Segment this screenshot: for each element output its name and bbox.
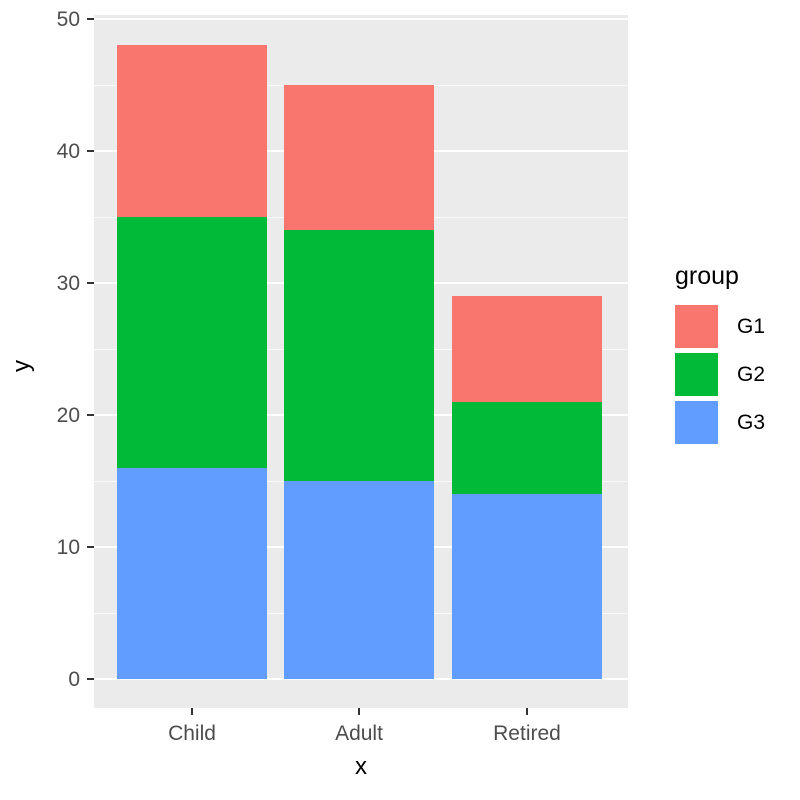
x-tick-mark [191, 708, 193, 715]
legend-entry-G2: G2 [663, 353, 798, 396]
legend-title: group [675, 262, 739, 290]
x-tick-label-child: Child [168, 722, 216, 745]
x-axis-title: x [355, 753, 367, 780]
bar-segment-G3-Retired [452, 494, 602, 679]
y-tick-mark [87, 18, 94, 20]
y-tick-label: 50 [56, 8, 80, 31]
x-tick-mark [526, 708, 528, 715]
y-tick-mark [87, 282, 94, 284]
y-tick-label: 10 [56, 536, 80, 559]
bar-segment-G1-Adult [284, 85, 434, 231]
bar-segment-G3-Child [117, 467, 267, 679]
legend-swatch-G3 [675, 401, 718, 444]
bar-segment-G2-Retired [452, 401, 602, 495]
legend-swatch-G2 [675, 353, 718, 396]
y-tick-label: 20 [56, 404, 80, 427]
x-tick-label-retired: Retired [493, 722, 561, 745]
x-tick-mark [358, 708, 360, 715]
y-tick-label: 0 [68, 668, 80, 691]
y-tick-mark [87, 546, 94, 548]
y-axis-title: y [8, 360, 35, 372]
legend-entry-G1: G1 [663, 305, 798, 348]
bar-segment-G2-Adult [284, 230, 434, 481]
legend-label-G1: G1 [737, 314, 766, 338]
legend-entries: G1 G2 G3 [663, 305, 798, 444]
major-gridline [94, 18, 628, 20]
y-tick-label: 30 [56, 272, 80, 295]
legend: group G1 G2 G3 [663, 262, 798, 449]
x-tick-label-adult: Adult [335, 722, 383, 745]
legend-label-G3: G3 [737, 410, 766, 434]
y-tick-label: 40 [56, 140, 80, 163]
y-tick-mark [87, 150, 94, 152]
plot-panel [94, 15, 628, 708]
major-gridline [94, 678, 628, 680]
legend-entry-G3: G3 [663, 401, 798, 444]
bar-segment-G1-Retired [452, 296, 602, 402]
bar-segment-G3-Adult [284, 481, 434, 679]
legend-label-G2: G2 [737, 362, 766, 386]
bar-segment-G2-Child [117, 217, 267, 468]
y-tick-mark [87, 678, 94, 680]
legend-swatch-G1 [675, 305, 718, 348]
bar-segment-G1-Child [117, 45, 267, 217]
y-tick-mark [87, 414, 94, 416]
